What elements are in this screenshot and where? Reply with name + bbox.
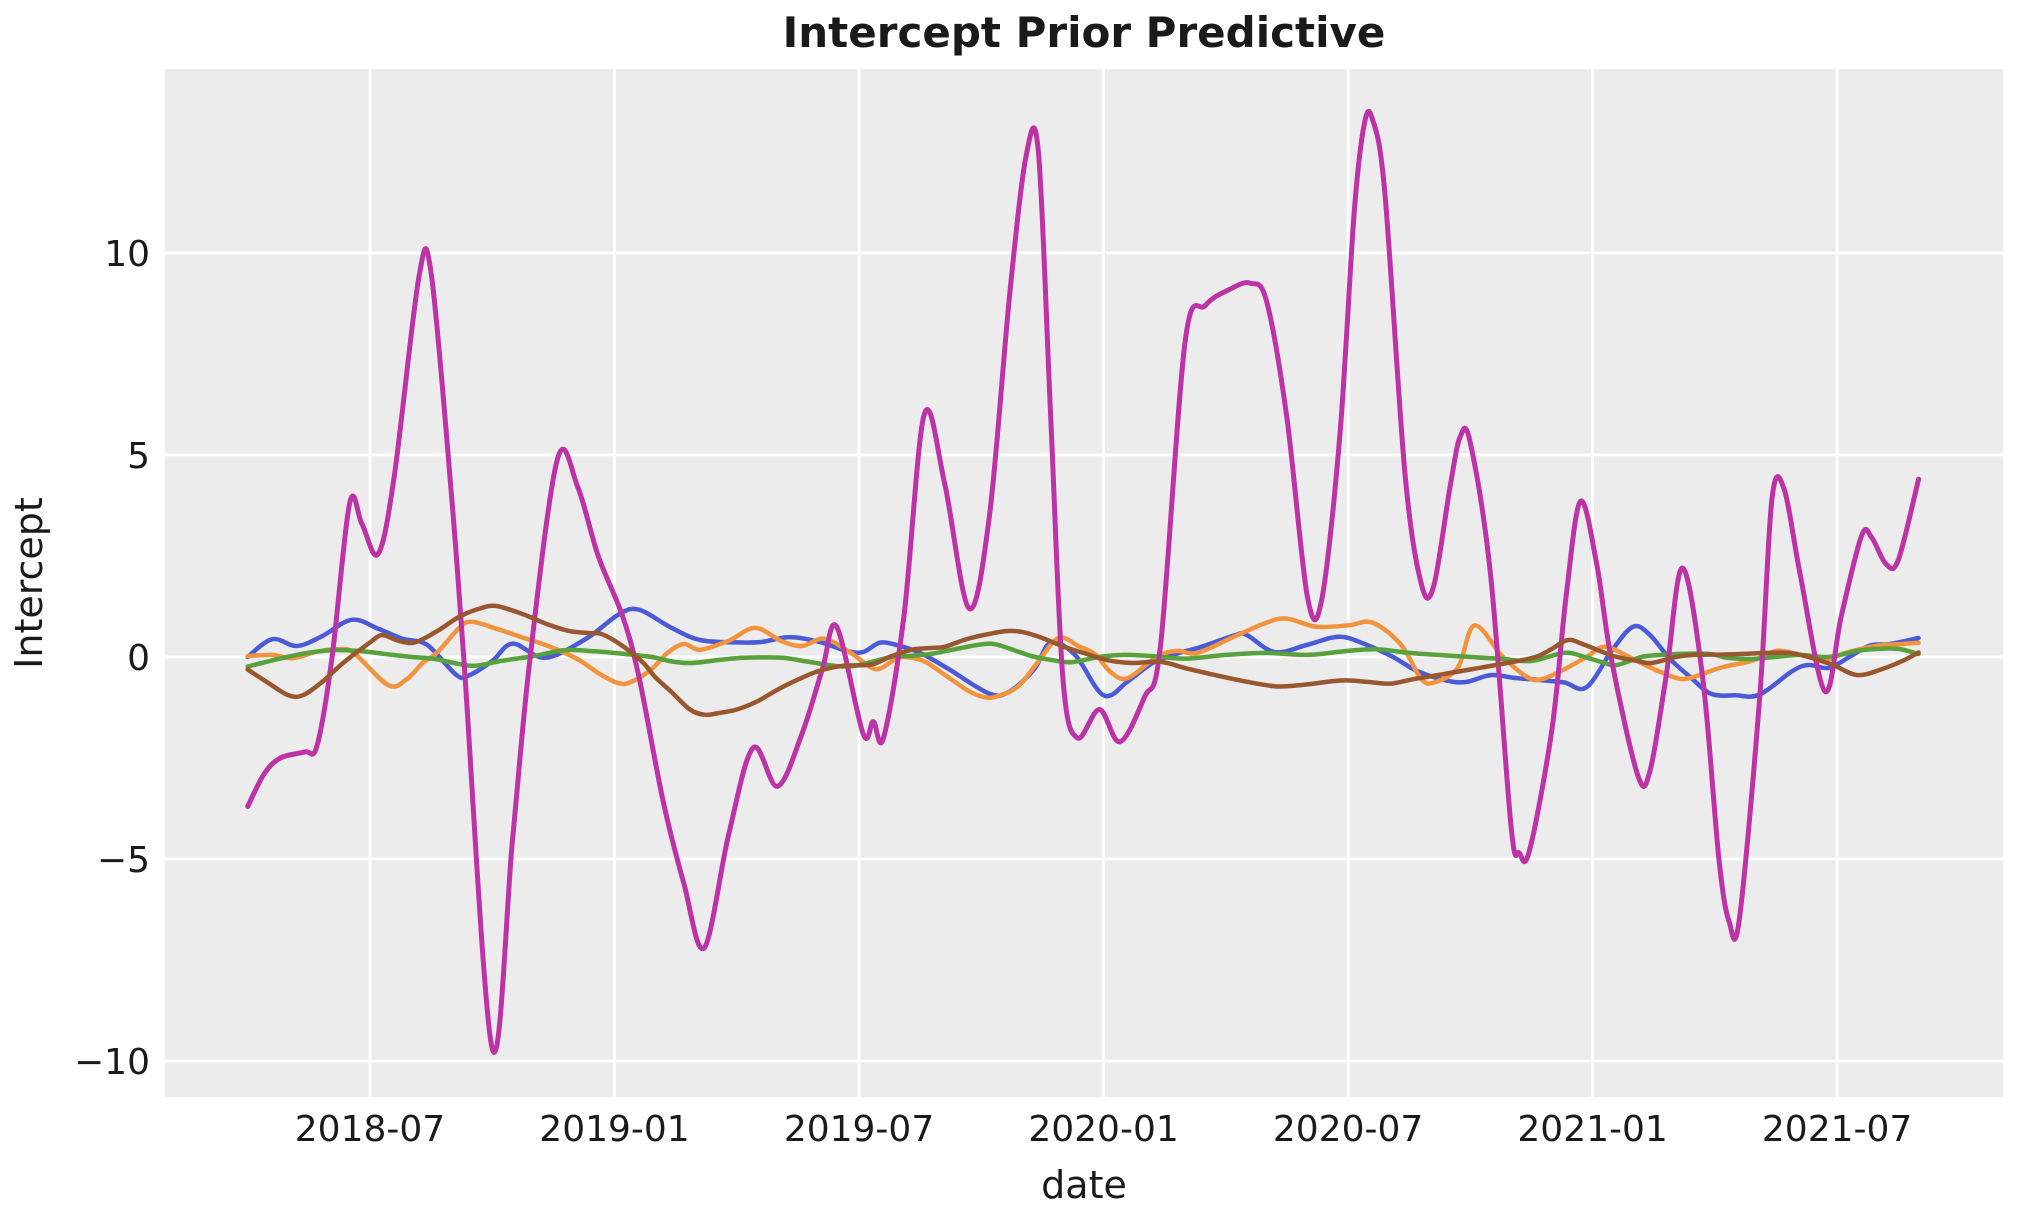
y-tick-label: 10 bbox=[104, 234, 150, 275]
x-tick-label: 2020-07 bbox=[1273, 1109, 1423, 1150]
series-line-prior-sample-magenta bbox=[245, 108, 1922, 1055]
x-axis-tick-labels: 2018-07 2019-01 2019-07 2020-01 2020-07 2021-… bbox=[295, 1109, 1913, 1150]
x-tick-label: 2018-07 bbox=[295, 1109, 445, 1150]
series-line-prior-sample-brown bbox=[245, 603, 1921, 718]
x-tick-label: 2020-01 bbox=[1028, 1109, 1178, 1150]
series-lines bbox=[245, 108, 1922, 1055]
y-axis-label: Intercept bbox=[7, 497, 51, 669]
x-tick-label: 2021-01 bbox=[1517, 1109, 1667, 1150]
y-tick-label: −5 bbox=[97, 840, 150, 881]
x-tick-label: 2019-01 bbox=[539, 1109, 689, 1150]
gridlines bbox=[165, 69, 2003, 1097]
x-tick-label: 2019-07 bbox=[784, 1109, 934, 1150]
chart-title: Intercept Prior Predictive bbox=[783, 8, 1386, 57]
x-tick-label: 2021-07 bbox=[1762, 1109, 1912, 1150]
y-tick-label: 0 bbox=[127, 638, 150, 679]
series-line-prior-sample-green bbox=[245, 641, 1921, 669]
plot-area bbox=[165, 69, 2003, 1097]
y-tick-label: −10 bbox=[74, 1042, 150, 1083]
y-tick-label: 5 bbox=[127, 436, 150, 477]
x-axis-label: date bbox=[1041, 1163, 1127, 1207]
y-axis-tick-labels: −10 −5 0 5 10 bbox=[74, 234, 150, 1083]
